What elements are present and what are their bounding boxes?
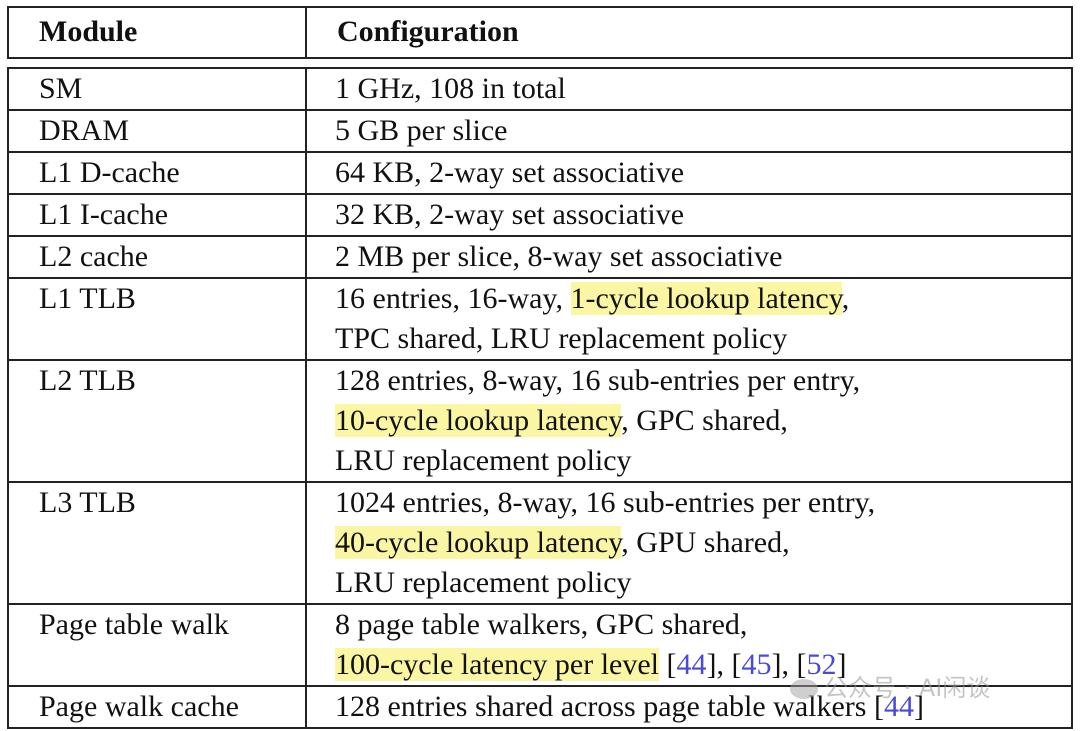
table-row: SM 1 GHz, 108 in total: [7, 67, 1073, 111]
config-text: ]: [836, 648, 847, 681]
configuration-cell: 128 entries shared across page table wal…: [305, 685, 1073, 729]
configuration-line: 64 KB, 2-way set associative: [335, 153, 1071, 193]
configuration-line: 8 page table walkers, GPC shared,: [335, 605, 1071, 645]
module-cell: Page walk cache: [7, 685, 307, 729]
table-row: Page walk cache 128 entries shared across…: [7, 685, 1073, 729]
configuration-line: 100-cycle latency per level [44], [45], …: [335, 645, 1071, 685]
configuration-cell: 8 page table walkers, GPC shared, 100-cyc…: [305, 603, 1073, 687]
citation-link[interactable]: 45: [741, 648, 772, 681]
highlighted-latency: 40-cycle lookup latency: [335, 526, 622, 559]
module-cell: L1 TLB: [7, 277, 307, 361]
module-cell: L1 D-cache: [7, 151, 307, 195]
configuration-line: 128 entries, 8-way, 16 sub-entries per e…: [335, 361, 1071, 401]
table-row: L2 cache 2 MB per slice, 8-way set associ…: [7, 235, 1073, 279]
configuration-line: LRU replacement policy: [335, 441, 1071, 481]
config-text: 128 entries, 8-way, 16 sub-entries per e…: [335, 364, 861, 397]
configuration-line: 1024 entries, 8-way, 16 sub-entries per …: [335, 483, 1071, 523]
watermark-text: 公众号 · AI闲谈: [824, 674, 991, 702]
config-table-page: Module Configuration SM 1 GHz, 108 in tot…: [7, 6, 1073, 729]
config-text: [: [659, 648, 677, 681]
configuration-table: Module Configuration SM 1 GHz, 108 in tot…: [7, 6, 1073, 729]
table-row: L1 D-cache 64 KB, 2-way set associative: [7, 151, 1073, 195]
configuration-line: LRU replacement policy: [335, 563, 1071, 603]
config-text: , GPU shared,: [621, 526, 790, 559]
citation-link[interactable]: 44: [676, 648, 707, 681]
config-text: LRU replacement policy: [335, 566, 632, 599]
config-text: 8 page table walkers, GPC shared,: [335, 608, 748, 641]
wechat-icon: [790, 679, 818, 699]
table-body: SM 1 GHz, 108 in total DRAM 5 GB per slice L…: [7, 57, 1073, 729]
configuration-cell: 2 MB per slice, 8-way set associative: [305, 235, 1073, 279]
module-cell: L3 TLB: [7, 481, 307, 605]
module-cell: L2 cache: [7, 235, 307, 279]
module-cell: DRAM: [7, 109, 307, 153]
config-text: ], [: [771, 648, 807, 681]
config-text: ,: [841, 282, 850, 315]
table-header-row: Module Configuration: [7, 6, 1073, 59]
configuration-line: 40-cycle lookup latency, GPU shared,: [335, 523, 1071, 563]
config-text: 32 KB, 2-way set associative: [335, 198, 685, 231]
configuration-cell: 5 GB per slice: [305, 109, 1073, 153]
config-text: 1024 entries, 8-way, 16 sub-entries per …: [335, 486, 876, 519]
watermark: 公众号 · AI闲谈: [790, 668, 990, 703]
configuration-cell: 1024 entries, 8-way, 16 sub-entries per …: [305, 481, 1073, 605]
table-row: L1 TLB 16 entries, 16-way, 1-cycle lookup…: [7, 277, 1073, 361]
configuration-cell: 1 GHz, 108 in total: [305, 67, 1073, 111]
config-text: 2 MB per slice, 8-way set associative: [335, 240, 783, 273]
config-text: 1 GHz, 108 in total: [335, 72, 566, 105]
configuration-cell: 32 KB, 2-way set associative: [305, 193, 1073, 237]
configuration-line: 32 KB, 2-way set associative: [335, 195, 1071, 235]
configuration-cell: 64 KB, 2-way set associative: [305, 151, 1073, 195]
citation-link[interactable]: 52: [806, 648, 837, 681]
configuration-line: 2 MB per slice, 8-way set associative: [335, 237, 1071, 277]
config-text: TPC shared, LRU replacement policy: [335, 322, 788, 355]
citation-link[interactable]: 44: [883, 690, 914, 723]
configuration-cell: 128 entries, 8-way, 16 sub-entries per e…: [305, 359, 1073, 483]
highlighted-latency: 1-cycle lookup latency: [570, 282, 842, 315]
configuration-cell: 16 entries, 16-way, 1-cycle lookup laten…: [305, 277, 1073, 361]
table-row: Page table walk 8 page table walkers, GPC…: [7, 603, 1073, 687]
config-text: , GPC shared,: [621, 404, 788, 437]
module-cell: L1 I-cache: [7, 193, 307, 237]
table-row: DRAM 5 GB per slice: [7, 109, 1073, 153]
header-separator-gap: [8, 57, 1072, 69]
configuration-line: TPC shared, LRU replacement policy: [335, 319, 1071, 359]
header-configuration: Configuration: [305, 6, 1073, 59]
highlighted-latency: 100-cycle latency per level: [335, 648, 659, 681]
config-text: 5 GB per slice: [335, 114, 508, 147]
config-text: LRU replacement policy: [335, 444, 632, 477]
module-cell: Page table walk: [7, 603, 307, 687]
config-text: 16 entries, 16-way,: [335, 282, 571, 315]
config-text: ]: [913, 690, 924, 723]
header-module: Module: [7, 6, 307, 59]
table-row: L1 I-cache 32 KB, 2-way set associative: [7, 193, 1073, 237]
configuration-line: 16 entries, 16-way, 1-cycle lookup laten…: [335, 279, 1071, 319]
module-cell: L2 TLB: [7, 359, 307, 483]
configuration-line: 10-cycle lookup latency, GPC shared,: [335, 401, 1071, 441]
module-cell: SM: [7, 67, 307, 111]
config-text: 64 KB, 2-way set associative: [335, 156, 685, 189]
configuration-line: 5 GB per slice: [335, 111, 1071, 151]
highlighted-latency: 10-cycle lookup latency: [335, 404, 622, 437]
configuration-line: 1 GHz, 108 in total: [335, 69, 1071, 109]
table-row: L3 TLB 1024 entries, 8-way, 16 sub-entrie…: [7, 481, 1073, 605]
table-row: L2 TLB 128 entries, 8-way, 16 sub-entries…: [7, 359, 1073, 483]
config-text: ], [: [706, 648, 742, 681]
